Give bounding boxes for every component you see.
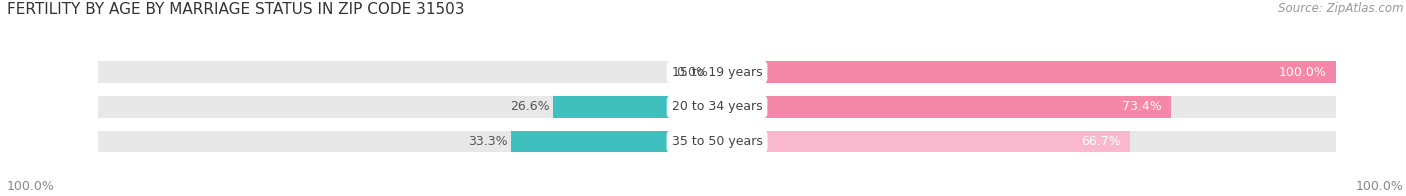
Bar xyxy=(510,131,717,152)
Text: 33.3%: 33.3% xyxy=(468,135,508,148)
Text: 20 to 34 years: 20 to 34 years xyxy=(672,100,762,113)
Text: 0.0%: 0.0% xyxy=(676,65,707,79)
Text: 35 to 50 years: 35 to 50 years xyxy=(672,135,762,148)
Bar xyxy=(98,131,1336,152)
Text: 66.7%: 66.7% xyxy=(1081,135,1121,148)
Text: 100.0%: 100.0% xyxy=(7,180,55,193)
Text: 15 to 19 years: 15 to 19 years xyxy=(672,65,762,79)
Bar xyxy=(717,131,1129,152)
Text: 73.4%: 73.4% xyxy=(1122,100,1161,113)
Text: FERTILITY BY AGE BY MARRIAGE STATUS IN ZIP CODE 31503: FERTILITY BY AGE BY MARRIAGE STATUS IN Z… xyxy=(7,2,464,17)
Text: 100.0%: 100.0% xyxy=(1278,65,1326,79)
Bar xyxy=(717,96,1171,118)
Bar xyxy=(717,61,1336,83)
Bar xyxy=(553,96,717,118)
Text: 26.6%: 26.6% xyxy=(510,100,550,113)
Bar xyxy=(98,61,1336,83)
Text: 100.0%: 100.0% xyxy=(1355,180,1403,193)
Text: Source: ZipAtlas.com: Source: ZipAtlas.com xyxy=(1278,2,1403,15)
Bar xyxy=(98,96,1336,118)
